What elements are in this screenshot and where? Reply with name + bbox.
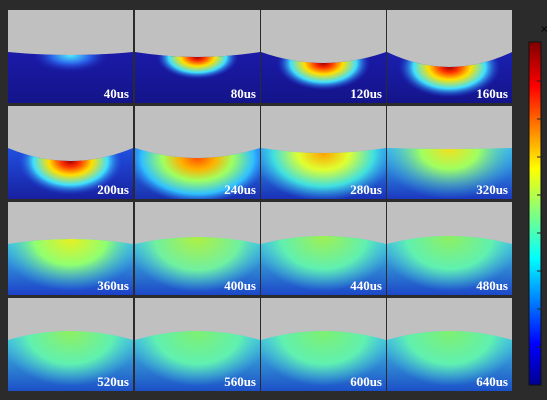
time-label: 640us bbox=[476, 374, 508, 389]
panel: 40us bbox=[8, 10, 133, 103]
time-label: 400us bbox=[224, 278, 256, 293]
time-label: 160us bbox=[476, 86, 508, 101]
heat-zone bbox=[135, 237, 260, 292]
colorbar bbox=[528, 41, 542, 386]
panel: 600us bbox=[261, 298, 386, 391]
panel: 360us bbox=[8, 202, 133, 295]
panel: 560us bbox=[135, 298, 260, 391]
panel-grid: 40us 80us 120us 160us 200us 240us 280us 320us 36… bbox=[8, 10, 512, 391]
time-label: 200us bbox=[97, 182, 129, 197]
time-label: 120us bbox=[350, 86, 382, 101]
panel: 80us bbox=[135, 10, 260, 103]
panel: 200us bbox=[8, 106, 133, 199]
heat-zone bbox=[261, 331, 386, 386]
time-label: 560us bbox=[224, 374, 256, 389]
panel: 480us bbox=[387, 202, 512, 295]
time-label: 320us bbox=[476, 182, 508, 197]
heat-zone bbox=[8, 331, 133, 386]
time-label: 280us bbox=[350, 182, 382, 197]
panel: 120us bbox=[261, 10, 386, 103]
heat-zone bbox=[149, 52, 246, 83]
heat-zone bbox=[135, 148, 260, 199]
heat-zone bbox=[387, 236, 512, 291]
time-label: 440us bbox=[350, 278, 382, 293]
panel: 240us bbox=[135, 106, 260, 199]
heat-zone bbox=[8, 239, 133, 291]
panel: 520us bbox=[8, 298, 133, 391]
panel: 320us bbox=[387, 106, 512, 199]
time-label: 520us bbox=[97, 374, 129, 389]
heat-zone bbox=[387, 331, 512, 386]
time-label: 600us bbox=[350, 374, 382, 389]
colorbar-exponent: × bbox=[540, 24, 547, 35]
time-label: 240us bbox=[224, 182, 256, 197]
heat-zone bbox=[135, 331, 260, 386]
heat-zone bbox=[261, 148, 386, 199]
panel: 160us bbox=[387, 10, 512, 103]
heat-zone bbox=[387, 148, 512, 199]
colorbar-ticks bbox=[537, 80, 541, 348]
heat-zone bbox=[8, 148, 133, 199]
panel: 400us bbox=[135, 202, 260, 295]
time-label: 480us bbox=[476, 278, 508, 293]
time-label: 80us bbox=[231, 86, 256, 101]
time-label: 360us bbox=[97, 278, 129, 293]
panel: 640us bbox=[387, 298, 512, 391]
heat-zone bbox=[268, 52, 379, 95]
heat-zone bbox=[389, 52, 510, 103]
panel: 280us bbox=[261, 106, 386, 199]
panel: 440us bbox=[261, 202, 386, 295]
time-label: 40us bbox=[104, 86, 129, 101]
heat-zone bbox=[261, 236, 386, 291]
heat-zone bbox=[30, 52, 111, 73]
